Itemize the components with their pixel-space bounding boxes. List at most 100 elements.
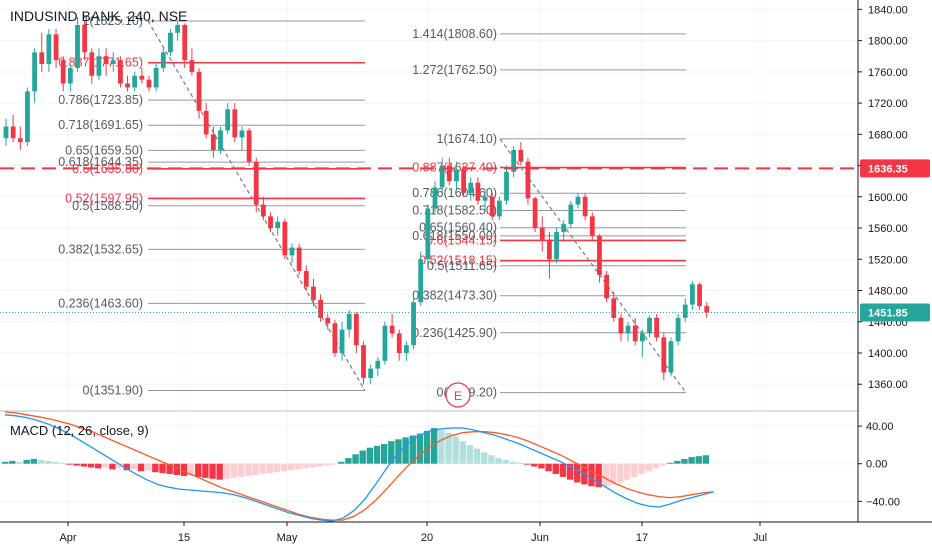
candle-body <box>547 239 552 260</box>
candle-body <box>346 313 352 330</box>
macd-histogram-bar <box>145 463 152 471</box>
event-marker-circle <box>445 382 471 408</box>
candle <box>375 356 381 377</box>
event-marker[interactable]: E <box>445 382 471 408</box>
chart-title: INDUSIND BANK, 240, NSE <box>10 8 187 24</box>
candle <box>82 21 88 61</box>
fib-left-label: 0(1351.90) <box>83 384 143 398</box>
macd-tick-label: 40.00 <box>866 421 894 433</box>
candle-body <box>482 196 488 201</box>
macd-histogram-bar <box>44 460 52 464</box>
candle <box>468 177 474 201</box>
candle-body <box>3 126 9 139</box>
candle <box>547 231 552 279</box>
candle-body <box>103 56 109 65</box>
candle <box>539 216 545 252</box>
candle-body <box>375 360 381 369</box>
macd-histogram-bar <box>624 463 631 480</box>
macd-histogram-bar <box>87 463 95 468</box>
macd-histogram-bar <box>373 445 381 464</box>
macd-histogram-bar <box>323 463 331 466</box>
candle-body <box>53 34 59 61</box>
macd-histogram-bar <box>202 463 209 478</box>
candle <box>268 212 273 232</box>
candle <box>203 103 209 139</box>
candle-body <box>246 130 252 162</box>
candle-body <box>704 306 710 313</box>
macd-histogram-bar <box>209 463 216 479</box>
macd-histogram-bar <box>123 463 130 471</box>
macd-title: MACD (12, 26, close, 9) <box>10 423 149 438</box>
candle-body <box>446 165 452 182</box>
time-tick-label: Apr <box>59 532 76 544</box>
event-marker-label: E <box>454 389 462 403</box>
fib-right-label: 1(1674.10) <box>437 132 497 146</box>
candle <box>589 212 595 240</box>
macd-histogram-bar <box>359 450 366 464</box>
candle-body <box>604 274 609 299</box>
macd-histogram-bar <box>431 427 438 464</box>
candle-body <box>561 224 567 232</box>
candle <box>425 204 431 264</box>
candle <box>618 313 624 342</box>
candle <box>67 64 73 92</box>
candle-body <box>661 337 667 373</box>
macd-histogram-bar <box>531 463 538 467</box>
candle <box>10 114 16 143</box>
macd-histogram-bar <box>137 463 145 472</box>
macd-histogram-bar <box>16 461 23 464</box>
macd-histogram-bar <box>309 463 316 468</box>
candle <box>625 321 631 342</box>
macd-tick-label: −40.00 <box>866 496 900 508</box>
candle-body <box>682 304 688 318</box>
candle <box>261 196 266 221</box>
candle-body <box>82 24 88 53</box>
price-tick-label: 1840.00 <box>868 4 908 16</box>
candle <box>654 313 660 342</box>
macd-histogram-bar <box>159 463 166 474</box>
candle <box>411 298 416 350</box>
candle-body <box>218 130 223 150</box>
macd-histogram-bar <box>552 463 559 475</box>
candle-body <box>690 284 695 305</box>
macd-histogram-bar <box>509 461 517 464</box>
macd-histogram-bar <box>59 462 66 464</box>
candle <box>597 234 602 283</box>
fib-left-label: 1(1825.10) <box>83 14 143 28</box>
macd-histogram-bar <box>2 461 9 464</box>
macd-histogram-bar <box>438 429 445 464</box>
macd-histogram-bar <box>345 458 352 464</box>
candle <box>96 48 102 80</box>
fib-right-label: 0.52(1518.15) <box>419 254 497 268</box>
candle <box>175 21 180 41</box>
candles[interactable] <box>3 17 710 385</box>
resistance-price-label: 1636.35 <box>868 163 908 175</box>
macd-histogram-bar <box>688 457 695 464</box>
macd-histogram-bar <box>216 463 223 480</box>
candle <box>339 321 345 361</box>
macd-histogram-bar <box>609 463 617 485</box>
macd-histogram-bar <box>388 441 395 464</box>
candle <box>46 28 52 72</box>
macd-histogram-bar <box>252 463 259 475</box>
candle-body <box>125 83 130 88</box>
candle-body <box>67 67 73 84</box>
price-tick-label: 1680.00 <box>868 129 908 141</box>
candle-body <box>504 171 509 201</box>
macd-histogram-bar <box>380 443 388 464</box>
candle <box>668 337 674 377</box>
candle <box>582 192 588 221</box>
candle <box>146 75 152 92</box>
candle-body <box>368 368 374 378</box>
candle-body <box>439 165 445 188</box>
candle-body <box>382 325 388 361</box>
candle <box>110 52 116 72</box>
candle <box>575 192 581 209</box>
macd-line <box>4 414 714 522</box>
candle-body <box>189 60 195 72</box>
time-tick-label: Jul <box>753 532 767 544</box>
candle-body <box>468 182 474 193</box>
candle <box>89 48 95 84</box>
candle <box>275 216 281 236</box>
